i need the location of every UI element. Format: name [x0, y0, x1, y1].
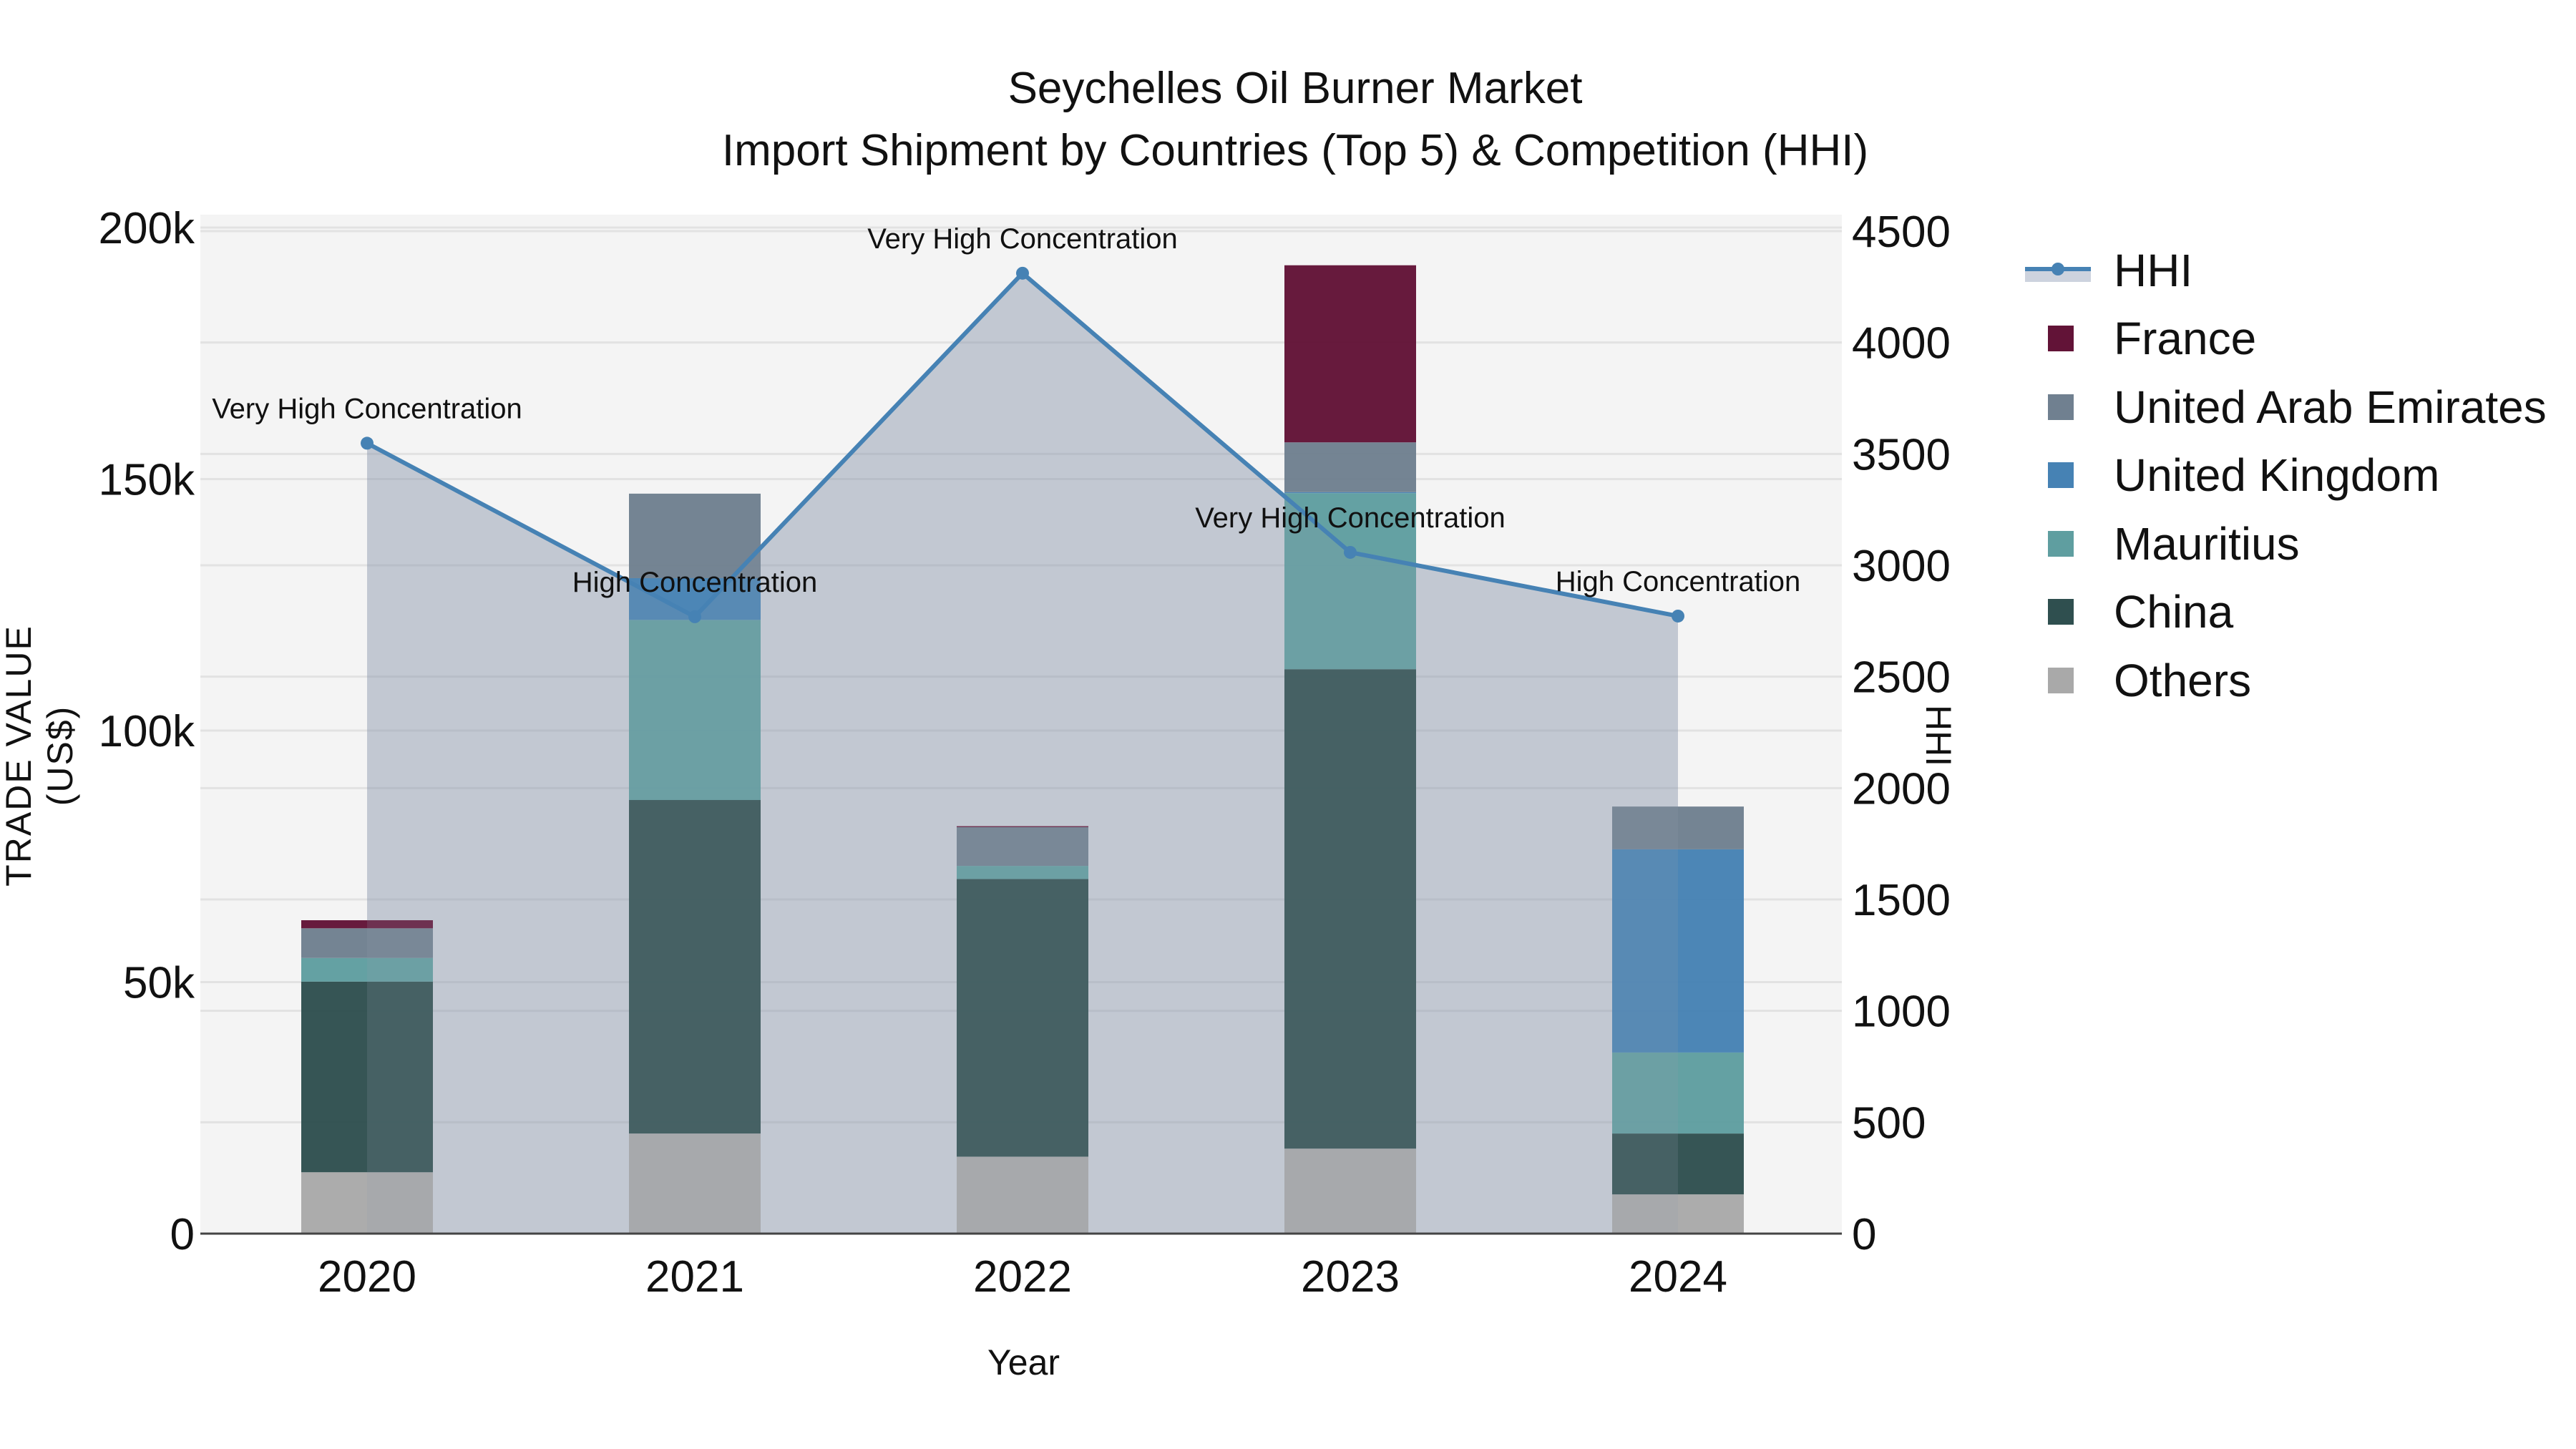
legend-label: HHI: [2114, 244, 2193, 296]
hhi-annotation: Very High Concentration: [867, 223, 1178, 255]
bar-segment-united-arab-emirates[interactable]: [1612, 806, 1744, 849]
color-swatch-icon: [2048, 462, 2074, 489]
y-left-tick-label: 0: [170, 1210, 195, 1259]
x-axis-ticks: 2020 2021 2022 2023 2024: [318, 1252, 1727, 1302]
y-left-tick-label: 100k: [99, 707, 195, 756]
x-tick-label: 2021: [645, 1252, 744, 1302]
y-right-tick-label: 4000: [1852, 319, 1951, 369]
bar-segment-mauritius[interactable]: [957, 866, 1088, 879]
y-axis-right-title: HHI: [1918, 705, 1958, 767]
color-swatch-icon: [2048, 326, 2074, 352]
hhi-annotation: Very High Concentration: [212, 393, 522, 424]
y-right-tick-label: 3500: [1852, 430, 1951, 479]
bar-segment-france[interactable]: [1284, 265, 1416, 443]
legend-label: United Arab Emirates: [2114, 381, 2547, 433]
legend-label: France: [2114, 313, 2257, 365]
y-right-tick-label: 0: [1852, 1210, 1876, 1259]
gridlines-left-axis: [200, 226, 1842, 983]
legend-label: China: [2114, 586, 2234, 638]
color-swatch-icon: [2048, 530, 2074, 557]
bar-segment-mauritius[interactable]: [629, 620, 761, 801]
bar-segment-france[interactable]: [301, 920, 433, 929]
color-swatch-icon: [2048, 667, 2074, 693]
bar-segment-united-arab-emirates[interactable]: [629, 493, 761, 578]
line-marker-icon: [2025, 258, 2091, 283]
bar-segment-mauritius[interactable]: [1612, 1052, 1744, 1134]
color-swatch-icon: [2048, 599, 2074, 625]
hhi-area-overlay: [367, 273, 1678, 1234]
bar-segment-china[interactable]: [957, 879, 1088, 1157]
y-axis-left-ticks: 0 50k 100k 150k 200k: [99, 204, 195, 1259]
legend-label: Others: [2114, 654, 2252, 706]
bar-segment-others[interactable]: [1612, 1194, 1744, 1234]
legend-item-united-arab-emirates[interactable]: United Arab Emirates: [2025, 373, 2547, 441]
legend-item-france[interactable]: France: [2025, 305, 2547, 374]
bar-segment-others[interactable]: [629, 1133, 761, 1234]
y-axis-right-ticks: 0 500 1000 1500 2000 2500 3000 3500 4000 4500: [1852, 208, 1951, 1259]
chart-title-line-2: Import Shipment by Countries (Top 5) & C…: [721, 126, 1869, 175]
x-axis-title: Year: [987, 1342, 1060, 1382]
bar-segment-china[interactable]: [1284, 669, 1416, 1149]
bar-segment-china[interactable]: [629, 800, 761, 1134]
hhi-annotation: High Concentration: [1556, 566, 1800, 597]
bar-segment-mauritius[interactable]: [1284, 493, 1416, 670]
y-right-tick-label: 3000: [1852, 542, 1951, 591]
legend-item-mauritius[interactable]: Mauritius: [2025, 509, 2547, 578]
hhi-marker[interactable]: [688, 610, 701, 623]
y-right-tick-label: 4500: [1852, 208, 1951, 257]
hhi-annotation: Very High Concentration: [1195, 502, 1506, 534]
legend-item-china[interactable]: China: [2025, 578, 2547, 647]
hhi-annotation: High Concentration: [572, 567, 817, 598]
x-tick-label: 2020: [318, 1252, 416, 1302]
legend-label: Mauritius: [2114, 517, 2300, 570]
y-right-tick-label: 1500: [1852, 876, 1951, 925]
bar-segment-others[interactable]: [301, 1172, 433, 1234]
legend-item-others[interactable]: Others: [2025, 646, 2547, 715]
hhi-annotations: Very High Concentration High Concentratio…: [212, 223, 1800, 598]
bar-stack-2024[interactable]: [1612, 806, 1744, 1234]
legend-label: United Kingdom: [2114, 449, 2440, 502]
y-right-tick-label: 1000: [1852, 987, 1951, 1037]
legend: HHI France United Arab Emirates United King…: [2025, 236, 2547, 715]
y-axis-left-title: TRADE VALUE (US$): [0, 625, 80, 887]
hhi-marker[interactable]: [361, 436, 374, 450]
bar-segment-united-arab-emirates[interactable]: [301, 928, 433, 958]
y-right-tick-label: 2500: [1852, 653, 1951, 703]
y-left-tick-label: 200k: [99, 204, 195, 253]
x-tick-label: 2024: [1629, 1252, 1727, 1302]
bar-segment-mauritius[interactable]: [301, 957, 433, 982]
hhi-marker[interactable]: [1672, 609, 1684, 623]
stacked-bars: [301, 265, 1744, 1234]
chart-title-line-1: Seychelles Oil Burner Market: [1008, 64, 1583, 113]
bar-segment-china[interactable]: [301, 981, 433, 1173]
bar-segment-china[interactable]: [1612, 1133, 1744, 1195]
legend-item-hhi[interactable]: HHI: [2025, 236, 2547, 305]
bar-stack-2022[interactable]: [957, 826, 1088, 1234]
bar-segment-united-arab-emirates[interactable]: [957, 826, 1088, 867]
hhi-marker[interactable]: [1016, 266, 1029, 280]
y-left-tick-label: 150k: [99, 456, 195, 505]
x-tick-label: 2022: [973, 1252, 1072, 1302]
y-left-tick-label: 50k: [123, 959, 195, 1008]
hhi-line: [361, 266, 1684, 623]
bar-segment-others[interactable]: [957, 1156, 1088, 1234]
bar-stack-2023[interactable]: [1284, 265, 1416, 1234]
bar-segment-others[interactable]: [1284, 1148, 1416, 1234]
y-right-tick-label: 2000: [1852, 764, 1951, 814]
bar-segment-france[interactable]: [957, 826, 1088, 827]
x-tick-label: 2023: [1301, 1252, 1400, 1302]
bar-stack-2021[interactable]: [629, 493, 761, 1234]
bar-segment-united-kingdom[interactable]: [1612, 849, 1744, 1053]
bar-stack-2020[interactable]: [301, 920, 433, 1234]
y-right-tick-label: 500: [1852, 1098, 1926, 1148]
bar-segment-united-kingdom[interactable]: [1284, 492, 1416, 494]
color-swatch-icon: [2048, 394, 2074, 420]
legend-item-united-kingdom[interactable]: United Kingdom: [2025, 441, 2547, 510]
bar-segment-united-arab-emirates[interactable]: [1284, 442, 1416, 492]
hhi-marker[interactable]: [1344, 545, 1357, 559]
